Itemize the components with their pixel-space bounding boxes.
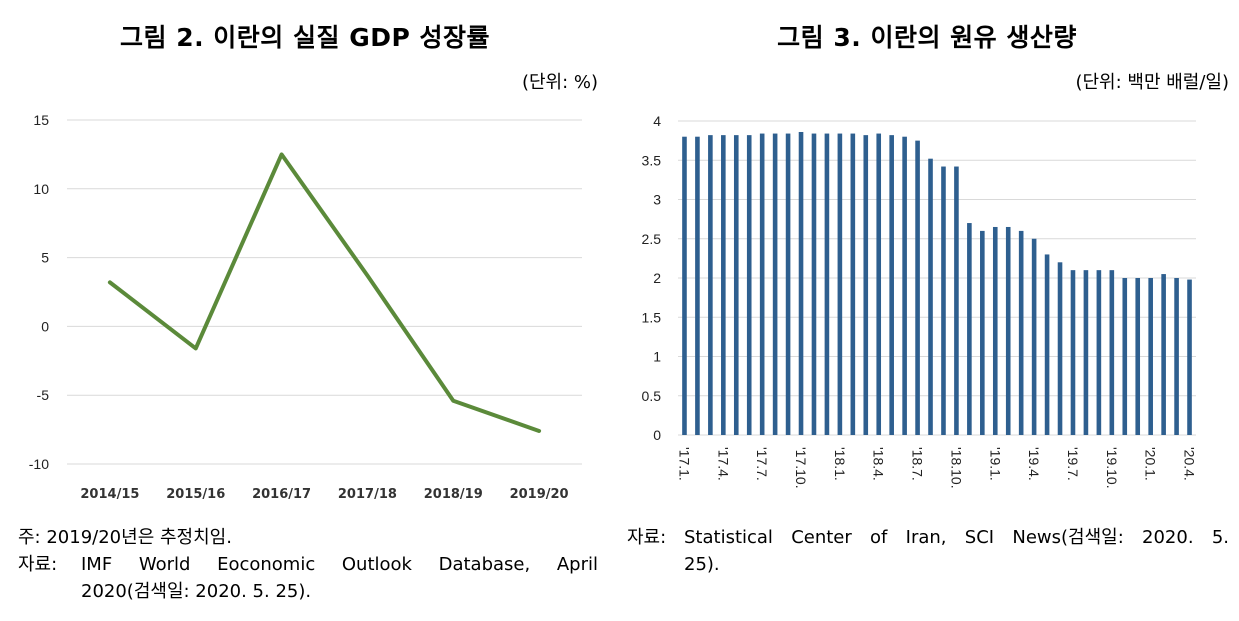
oil-production-bar: [1096, 270, 1102, 435]
oil-production-bar: [695, 136, 700, 435]
oil-production-bar: [1148, 278, 1153, 435]
oil-production-bar: [1174, 278, 1179, 435]
y-tick-label: 3: [653, 192, 661, 208]
oil-production-bar: [1057, 262, 1063, 435]
gdp-note: 주: 2019/20년은 추정치임.: [18, 524, 608, 551]
gdp-unit-label: (단위: %): [521, 72, 598, 93]
x-tick-label: '17.10.: [793, 447, 809, 489]
x-tick-label: '18.7.: [910, 447, 926, 481]
oil-production-bar: [1018, 230, 1024, 435]
gdp-note-text: 2019/20년은 추정치임.: [46, 527, 232, 548]
gdp-source-label: 자료:: [18, 554, 58, 575]
oil-production-bar: [992, 226, 998, 435]
oil-production-bar: [863, 135, 869, 435]
oil-production-bar: [708, 135, 713, 435]
y-tick-label: 2.5: [642, 231, 662, 247]
gdp-source-line1: IMF World Eoconomic Outlook Database, Ap…: [81, 554, 598, 575]
x-tick-label: '17.1.: [676, 447, 692, 481]
y-tick-label: 1.5: [642, 309, 662, 325]
x-tick-label: '17.4.: [715, 447, 731, 481]
oil-production-bar: [915, 140, 920, 435]
x-tick-label: '19.10.: [1104, 447, 1120, 489]
oil-production-bar: [1122, 278, 1128, 435]
x-tick-label: '20.4.: [1182, 447, 1198, 481]
oil-production-bar: [1083, 270, 1089, 435]
oil-production-bar: [954, 166, 959, 435]
oil-source-line1: Statistical Center of Iran, SCI News(검색일…: [684, 527, 1229, 548]
x-tick-label: 2015/16: [166, 487, 225, 502]
oil-production-bar: [824, 133, 830, 435]
x-tick-label: 2016/17: [252, 487, 311, 502]
oil-production-bar: [733, 135, 739, 435]
oil-production-bar: [1031, 238, 1037, 435]
oil-production-panel: 그림 3. 이란의 원유 생산량 (단위: 백만 배럴/일) 4 3.5 3 2.5 2…: [615, 0, 1239, 621]
oil-production-bar: [1187, 279, 1192, 435]
y-tick-label: 4: [653, 113, 661, 129]
oil-production-bar: [941, 166, 946, 435]
y-tick-label: -5: [37, 387, 50, 403]
x-tick-label: '18.10.: [948, 447, 964, 489]
oil-production-bar: [772, 133, 778, 435]
x-tick-label: '18.4.: [871, 447, 887, 481]
x-tick-label: 2018/19: [424, 487, 483, 502]
gdp-note-label: 주:: [18, 527, 41, 548]
gdp-growth-panel: 그림 2. 이란의 실질 GDP 성장률 (단위: %) 15 10 5 0 -5 -10…: [0, 0, 610, 621]
oil-production-bar: [682, 136, 687, 435]
oil-production-bar: [721, 135, 726, 435]
oil-production-bar: [1109, 270, 1115, 435]
oil-production-bar: [902, 136, 907, 435]
oil-production-bar: [811, 133, 817, 435]
y-tick-label: 10: [33, 181, 49, 197]
y-tick-label: -10: [29, 456, 49, 472]
x-tick-label: '18.1.: [832, 447, 848, 481]
x-tick-label: '19.4.: [1026, 447, 1042, 481]
y-tick-label: 1: [653, 349, 661, 365]
oil-production-bar: [1135, 278, 1141, 435]
y-tick-label: 0.5: [642, 388, 662, 404]
x-tick-label: '19.1.: [987, 447, 1003, 481]
oil-production-bar: [759, 133, 765, 435]
oil-production-bar: [785, 133, 791, 435]
gdp-growth-series-line: [107, 152, 542, 433]
y-tick-label: 5: [41, 250, 49, 266]
gdp-source-line2: 2020(검색일: 2020. 5. 25).: [81, 581, 312, 602]
x-tick-label: '20.1.: [1143, 447, 1159, 481]
oil-production-bar: [967, 223, 972, 435]
oil-production-bar: [798, 131, 804, 436]
x-tick-label: '17.7.: [754, 447, 770, 481]
x-tick-label: 2014/15: [80, 487, 139, 502]
oil-production-bar: [928, 158, 933, 435]
oil-source-line2: 25).: [684, 554, 720, 575]
y-tick-label: 0: [41, 318, 49, 334]
y-tick-label: 3.5: [642, 152, 662, 168]
oil-production-bar: [1161, 274, 1166, 435]
y-tick-label: 0: [653, 427, 661, 443]
oil-production-bar: [1044, 254, 1050, 435]
oil-production-bar: [1005, 226, 1011, 435]
oil-production-bar: [876, 133, 882, 435]
oil-production-bar: [980, 230, 985, 435]
x-tick-label: 2019/20: [510, 487, 569, 502]
oil-production-bar: [889, 135, 894, 435]
gdp-growth-line-chart: 15 10 5 0 -5 -10 2014/15 2015/16 2016/17 2017/18…: [29, 112, 582, 502]
gdp-chart-title: 그림 2. 이란의 실질 GDP 성장률: [119, 23, 490, 52]
y-tick-label: 15: [33, 112, 49, 128]
oil-unit-label: (단위: 백만 배럴/일): [1075, 72, 1229, 93]
oil-production-bar: [746, 135, 752, 435]
oil-production-bar: [837, 133, 843, 435]
oil-production-bar: [1070, 270, 1076, 435]
oil-chart-title: 그림 3. 이란의 원유 생산량: [777, 23, 1077, 52]
x-tick-label: '19.7.: [1065, 447, 1081, 481]
oil-production-bar-chart: 4 3.5 3 2.5 2 1.5 1 0.5 0 '17.1. '17.4. '17.7. '17.…: [642, 113, 1198, 489]
oil-production-bar: [850, 133, 856, 435]
x-tick-label: 2017/18: [338, 487, 397, 502]
y-tick-label: 2: [653, 270, 661, 286]
oil-source-label: 자료:: [627, 527, 667, 548]
